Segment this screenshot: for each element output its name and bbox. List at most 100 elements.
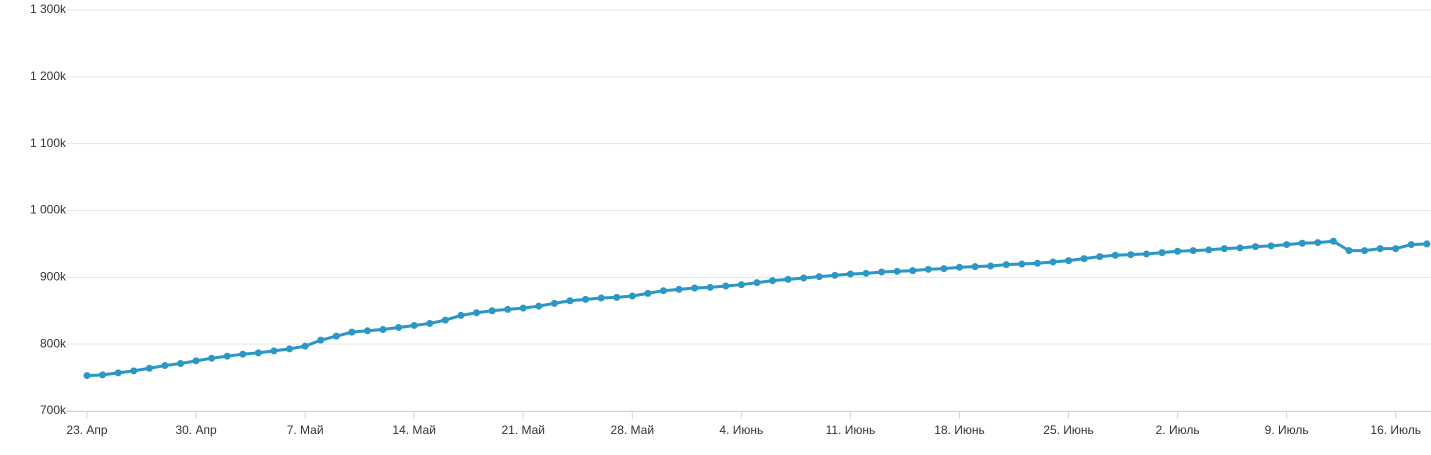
point	[971, 263, 979, 271]
x-tick-label: 25. Июнь	[1043, 423, 1094, 437]
y-tick-label: 1 000k	[30, 203, 67, 217]
point	[1314, 239, 1322, 247]
point	[893, 267, 901, 275]
point	[940, 265, 948, 273]
point	[1236, 244, 1244, 252]
point	[597, 294, 605, 302]
point	[254, 349, 262, 357]
point	[473, 309, 480, 317]
point	[1080, 255, 1088, 263]
point	[862, 269, 870, 277]
point	[161, 362, 169, 370]
point	[1127, 251, 1135, 259]
point	[722, 282, 730, 290]
point	[924, 265, 932, 273]
point	[1049, 258, 1057, 266]
point	[613, 293, 621, 301]
point	[691, 284, 699, 292]
point	[737, 281, 745, 289]
point	[1142, 250, 1150, 258]
point	[846, 270, 854, 278]
x-tick-label: 18. Июнь	[934, 423, 985, 437]
point	[535, 302, 543, 310]
point	[1205, 246, 1213, 254]
point	[363, 327, 371, 335]
point	[1298, 239, 1306, 247]
x-tick-label: 16. Июль	[1370, 423, 1421, 437]
x-tick-label: 28. Май	[611, 423, 655, 437]
point	[800, 274, 808, 282]
point	[878, 268, 886, 276]
point	[286, 345, 294, 353]
point	[1002, 261, 1010, 269]
point	[348, 328, 356, 336]
point	[379, 325, 387, 333]
point	[192, 357, 200, 365]
point	[114, 369, 122, 377]
point	[301, 342, 309, 350]
point	[1267, 242, 1275, 250]
point	[769, 277, 777, 285]
point	[987, 262, 995, 270]
point	[1189, 247, 1197, 255]
point	[176, 360, 184, 368]
point	[1174, 247, 1182, 255]
point	[99, 371, 107, 379]
point	[909, 267, 917, 275]
line	[86, 239, 1427, 378]
point	[410, 321, 418, 329]
point	[519, 304, 527, 312]
point	[1096, 253, 1104, 261]
point	[831, 271, 839, 279]
point	[955, 263, 963, 271]
point	[270, 347, 278, 355]
point	[1407, 241, 1415, 249]
x-tick-label: 14. Май	[392, 423, 436, 437]
point	[675, 285, 683, 293]
x-tick-label: 4. Июнь	[719, 423, 763, 437]
point	[1361, 247, 1369, 255]
point	[1033, 259, 1041, 267]
y-tick-label: 800k	[40, 336, 67, 350]
point	[706, 283, 714, 291]
point	[628, 292, 636, 300]
point	[332, 332, 340, 340]
point	[1283, 241, 1291, 249]
point	[426, 319, 434, 327]
point	[1329, 237, 1337, 245]
point	[550, 299, 558, 307]
y-tick-label: 1 200k	[30, 69, 67, 83]
point	[1018, 260, 1026, 268]
point	[1220, 245, 1228, 253]
point	[504, 305, 512, 313]
point	[1158, 249, 1166, 257]
point	[753, 279, 761, 287]
point	[1111, 251, 1119, 259]
point	[582, 295, 590, 303]
x-tick-label: 23. Апр	[66, 423, 108, 437]
point	[1252, 243, 1259, 251]
x-tick-label: 21. Май	[501, 423, 545, 437]
y-tick-label: 700k	[40, 403, 67, 417]
point	[566, 297, 574, 305]
y-tick-label: 1 100k	[30, 136, 67, 150]
point	[488, 307, 496, 315]
point	[659, 287, 667, 295]
x-tick-label: 11. Июнь	[826, 423, 876, 437]
point	[208, 354, 216, 362]
point	[130, 367, 138, 375]
point	[1376, 245, 1384, 253]
point	[83, 372, 91, 380]
point	[1065, 257, 1073, 265]
y-tick-label: 1 300k	[30, 2, 67, 16]
x-tick-label: 9. Июль	[1265, 423, 1309, 437]
point	[395, 323, 403, 331]
x-tick-label: 7. Май	[287, 423, 324, 437]
point	[317, 336, 325, 344]
point	[644, 289, 652, 297]
x-tick-label: 2. Июль	[1156, 423, 1200, 437]
x-tick-label: 30. Апр	[175, 423, 217, 437]
point	[223, 352, 231, 360]
